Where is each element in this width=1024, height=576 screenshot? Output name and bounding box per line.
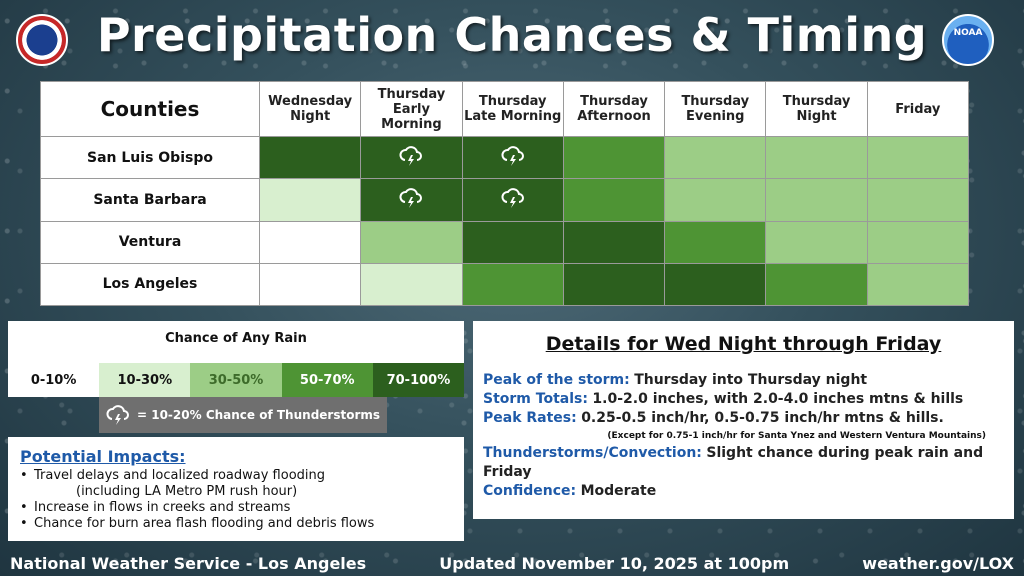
legend-swatches: 0-10% 10-30% 30-50% 50-70% 70-100% bbox=[8, 363, 465, 397]
footer-link[interactable]: weather.gov/LOX bbox=[862, 553, 1014, 573]
legend-swatch: 30-50% bbox=[190, 363, 282, 397]
details-title: Details for Wed Night through Friday bbox=[545, 333, 942, 355]
footer: National Weather Service - Los Angeles U… bbox=[0, 550, 1024, 576]
rain-chance-cell bbox=[563, 179, 665, 221]
noaa-logo-icon: NOAA bbox=[942, 14, 994, 66]
rain-chance-cell bbox=[867, 137, 968, 179]
rain-chance-cell bbox=[260, 221, 361, 263]
column-header: Wednesday Night bbox=[260, 82, 361, 136]
rain-chance-cell bbox=[462, 137, 563, 179]
counties-header: Counties bbox=[41, 82, 259, 136]
thunderstorm-icon bbox=[500, 143, 526, 173]
totals-value: 1.0-2.0 inches, with 2.0-4.0 inches mtns… bbox=[592, 391, 964, 407]
impacts-list: Travel delays and localized roadway floo… bbox=[20, 468, 452, 532]
legend-swatch: 0-10% bbox=[8, 363, 100, 397]
confidence-value: Moderate bbox=[580, 483, 657, 499]
county-name: San Luis Obispo bbox=[41, 137, 259, 179]
rain-chance-cell bbox=[260, 263, 361, 305]
impacts-title: Potential Impacts: bbox=[20, 447, 186, 466]
rain-chance-cell bbox=[665, 221, 766, 263]
legend-swatch: 50-70% bbox=[281, 363, 373, 397]
details-panel: Details for Wed Night through Friday Pea… bbox=[473, 321, 1014, 519]
rates-line: Peak Rates: 0.25-0.5 inch/hr, 0.5-0.75 i… bbox=[483, 409, 1004, 428]
footer-office: National Weather Service - Los Angeles bbox=[10, 553, 367, 573]
column-header: Thursday Night bbox=[766, 82, 867, 136]
rain-chance-cell bbox=[361, 221, 462, 263]
legend-swatch: 10-30% bbox=[99, 363, 191, 397]
county-name: Los Angeles bbox=[41, 263, 259, 305]
rain-chance-cell bbox=[260, 179, 361, 221]
rain-chance-cell bbox=[361, 179, 462, 221]
county-name: Santa Barbara bbox=[41, 179, 259, 221]
confidence-key: Confidence: bbox=[483, 483, 577, 499]
peak-key: Peak of the storm: bbox=[483, 372, 630, 388]
impact-item: Increase in flows in creeks and streams bbox=[20, 500, 452, 516]
rain-chance-cell bbox=[462, 221, 563, 263]
rain-chance-cell bbox=[665, 179, 766, 221]
rain-chance-cell bbox=[462, 179, 563, 221]
rain-chance-cell bbox=[665, 263, 766, 305]
thunder-key: Thunderstorms/Convection: bbox=[483, 445, 702, 461]
impact-item: Travel delays and localized roadway floo… bbox=[20, 468, 452, 484]
rates-note: (Except for 0.75-1 inch/hr for Santa Yne… bbox=[607, 431, 986, 441]
thunderstorm-icon bbox=[106, 405, 129, 425]
rates-key: Peak Rates: bbox=[483, 410, 577, 426]
column-header: Friday bbox=[867, 82, 968, 136]
impact-item: (including LA Metro PM rush hour) bbox=[76, 484, 298, 499]
peak-line: Peak of the storm: Thursday into Thursda… bbox=[483, 371, 1004, 390]
precip-timing-table: Counties Wednesday Night Thursday Early Mo… bbox=[40, 81, 969, 306]
rain-chance-cell bbox=[766, 221, 867, 263]
thunder-line: Thunderstorms/Convection: Slight chance … bbox=[483, 444, 1004, 482]
legend-title: Chance of Any Rain bbox=[165, 331, 307, 346]
column-header: Thursday Early Morning bbox=[361, 82, 462, 136]
rain-chance-cell bbox=[361, 137, 462, 179]
legend-swatch: 70-100% bbox=[372, 363, 465, 397]
rates-value: 0.25-0.5 inch/hr, 0.5-0.75 inch/hr mtns … bbox=[581, 410, 944, 426]
column-header: Thursday Afternoon bbox=[563, 82, 665, 136]
page-title: Precipitation Chances & Timing bbox=[96, 8, 928, 62]
rain-chance-cell bbox=[867, 263, 968, 305]
potential-impacts-panel: Potential Impacts: Travel delays and loc… bbox=[8, 437, 464, 541]
rain-chance-cell bbox=[766, 137, 867, 179]
thunderstorm-icon bbox=[398, 143, 424, 173]
totals-key: Storm Totals: bbox=[483, 391, 588, 407]
column-header: Thursday Evening bbox=[665, 82, 766, 136]
rain-chance-cell bbox=[867, 179, 968, 221]
rain-chance-cell bbox=[563, 263, 665, 305]
rain-chance-cell bbox=[867, 221, 968, 263]
confidence-line: Confidence: Moderate bbox=[483, 482, 1004, 501]
footer-updated: Updated November 10, 2025 at 100pm bbox=[439, 553, 790, 573]
rain-chance-cell bbox=[766, 263, 867, 305]
noaa-logo-text: NOAA bbox=[953, 28, 983, 38]
rain-chance-cell bbox=[563, 221, 665, 263]
thunder-value: Slight chance during peak rain and Frida… bbox=[483, 445, 984, 480]
rain-chance-cell bbox=[766, 179, 867, 221]
rain-chance-cell bbox=[260, 137, 361, 179]
thunderstorm-legend: = 10-20% Chance of Thunderstorms bbox=[99, 397, 387, 433]
column-header: Thursday Late Morning bbox=[462, 82, 563, 136]
nws-logo-icon bbox=[16, 14, 68, 66]
impact-item: Chance for burn area flash flooding and … bbox=[20, 516, 452, 532]
rain-chance-cell bbox=[665, 137, 766, 179]
thunderstorm-legend-label: = 10-20% Chance of Thunderstorms bbox=[137, 408, 381, 422]
totals-line: Storm Totals: 1.0-2.0 inches, with 2.0-4… bbox=[483, 390, 1004, 409]
rain-chance-cell bbox=[462, 263, 563, 305]
rain-chance-cell bbox=[361, 263, 462, 305]
county-name: Ventura bbox=[41, 221, 259, 263]
rain-chance-cell bbox=[563, 137, 665, 179]
rain-chance-legend: Chance of Any Rain 0-10% 10-30% 30-50% 50-7… bbox=[8, 321, 465, 397]
thunderstorm-icon bbox=[500, 185, 526, 215]
thunderstorm-icon bbox=[398, 185, 424, 215]
peak-value: Thursday into Thursday night bbox=[634, 372, 868, 388]
